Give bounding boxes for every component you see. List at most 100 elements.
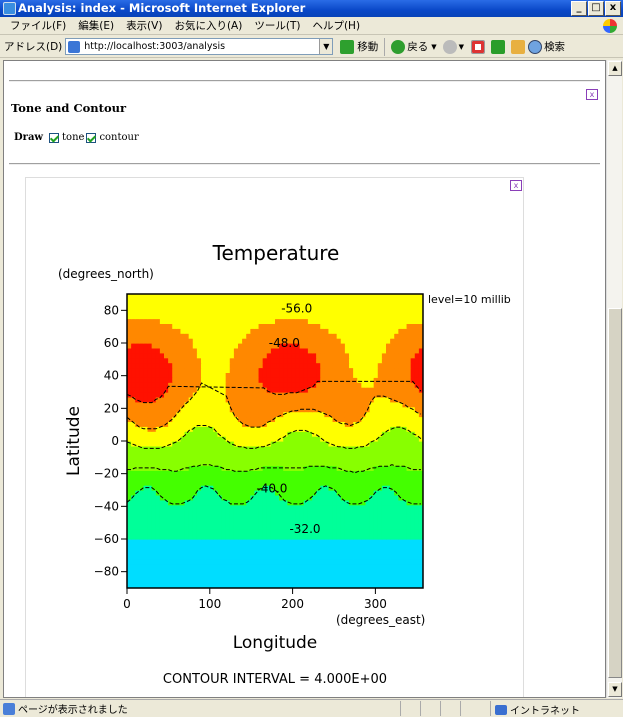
tone-checkbox[interactable] (49, 132, 60, 143)
menu-edit[interactable]: 編集(E) (78, 20, 115, 32)
tone-cell (328, 421, 334, 427)
tone-cell (192, 450, 198, 457)
address-dropdown-button[interactable]: ▼ (319, 39, 333, 54)
scroll-down-button[interactable]: ▼ (608, 682, 622, 697)
tone-cell (168, 548, 173, 555)
tone-cell (238, 480, 243, 486)
tone-cell (254, 396, 260, 403)
tone-cell (225, 490, 231, 496)
tone-cell (225, 328, 231, 334)
tone-cell (172, 539, 177, 545)
tone-cell (279, 352, 284, 359)
tone-cell (176, 499, 182, 506)
tone-cell (349, 573, 354, 579)
tone-cell (394, 485, 399, 491)
tone-cell (180, 519, 186, 525)
tone-cell (262, 455, 268, 462)
tone-cell (369, 558, 375, 565)
tone-cell (180, 392, 186, 398)
home-icon[interactable] (511, 39, 526, 54)
vertical-scrollbar[interactable]: ▲ ▼ (606, 60, 622, 698)
minimize-button[interactable]: _ (571, 1, 587, 16)
tone-cell (320, 578, 325, 584)
search-button[interactable]: 検索 (528, 39, 565, 54)
tone-cell (332, 529, 338, 535)
tone-cell (188, 401, 194, 408)
tone-cell (287, 318, 293, 324)
back-button[interactable]: 戻る ▼ (391, 39, 437, 54)
menu-file[interactable]: ファイル(F) (10, 20, 67, 32)
tone-cell (418, 372, 423, 378)
tone-cell (328, 543, 334, 550)
tone-cell (221, 543, 227, 550)
tone-cell (353, 323, 358, 329)
tone-cell (328, 372, 334, 378)
forward-arrow-icon[interactable] (442, 39, 457, 54)
tone-cell (151, 490, 157, 496)
tone-cell (225, 514, 231, 520)
tone-cell (266, 450, 272, 457)
figure-close-icon[interactable]: x (510, 180, 522, 191)
go-button[interactable]: 移動 (337, 39, 378, 54)
tone-cell (394, 392, 399, 398)
tone-cell (402, 490, 408, 496)
tone-cell (131, 303, 136, 310)
tone-cell (225, 568, 231, 574)
tone-cell (172, 465, 177, 471)
tone-cell (266, 583, 272, 588)
tone-cell (164, 343, 169, 349)
scroll-up-button[interactable]: ▲ (608, 61, 622, 76)
tone-cell (390, 519, 395, 525)
tone-cell (159, 441, 165, 447)
tone-cell (307, 455, 313, 462)
tone-cell (312, 416, 317, 422)
tone-cell (386, 558, 391, 565)
menu-favorites[interactable]: お気に入り(A) (174, 20, 243, 32)
tone-cell (139, 514, 145, 520)
tone-cell (287, 421, 293, 427)
tone-cell (377, 514, 383, 520)
close-button[interactable]: x (605, 1, 621, 16)
tone-cell (151, 514, 157, 520)
tone-cell (353, 333, 358, 339)
tone-cell (279, 357, 284, 364)
menu-help[interactable]: ヘルプ(H) (312, 20, 361, 32)
tone-cell (328, 362, 334, 369)
tone-cell (127, 543, 132, 550)
tone-cell (418, 514, 423, 520)
tone-cell (283, 387, 288, 393)
tone-cell (254, 298, 260, 305)
tone-cell (242, 563, 247, 569)
tone-cell (254, 377, 260, 383)
maximize-button[interactable]: □ (588, 1, 604, 16)
menu-view[interactable]: 表示(V) (126, 20, 163, 32)
tone-cell (320, 529, 325, 535)
tone-cell (238, 490, 243, 496)
tone-cell (369, 494, 375, 501)
forward-dropdown-icon[interactable]: ▼ (458, 42, 465, 51)
contour-checkbox[interactable] (86, 132, 97, 143)
tone-cell (221, 392, 227, 398)
tone-cell (406, 352, 412, 359)
tone-cell (131, 445, 136, 452)
tone-cell (233, 426, 239, 432)
tone-cell (390, 382, 395, 388)
address-input[interactable]: http://localhost:3003/analysis ▼ (65, 38, 334, 55)
tone-cell (266, 441, 272, 447)
menu-tools[interactable]: ツール(T) (254, 20, 301, 32)
tone-cell (394, 519, 399, 525)
tone-cell (414, 436, 420, 442)
refresh-icon[interactable] (491, 39, 506, 54)
tone-cell (196, 426, 202, 432)
tone-cell (196, 455, 202, 462)
tone-cell (143, 470, 149, 476)
section-close-icon[interactable]: x (586, 89, 598, 100)
scroll-thumb[interactable] (608, 308, 622, 678)
tone-cell (139, 392, 145, 398)
stop-icon[interactable] (471, 39, 486, 54)
tone-cell (213, 338, 219, 344)
tone-cell (381, 406, 387, 413)
tone-cell (320, 343, 325, 349)
tone-cell (353, 563, 358, 569)
tone-cell (250, 431, 256, 437)
